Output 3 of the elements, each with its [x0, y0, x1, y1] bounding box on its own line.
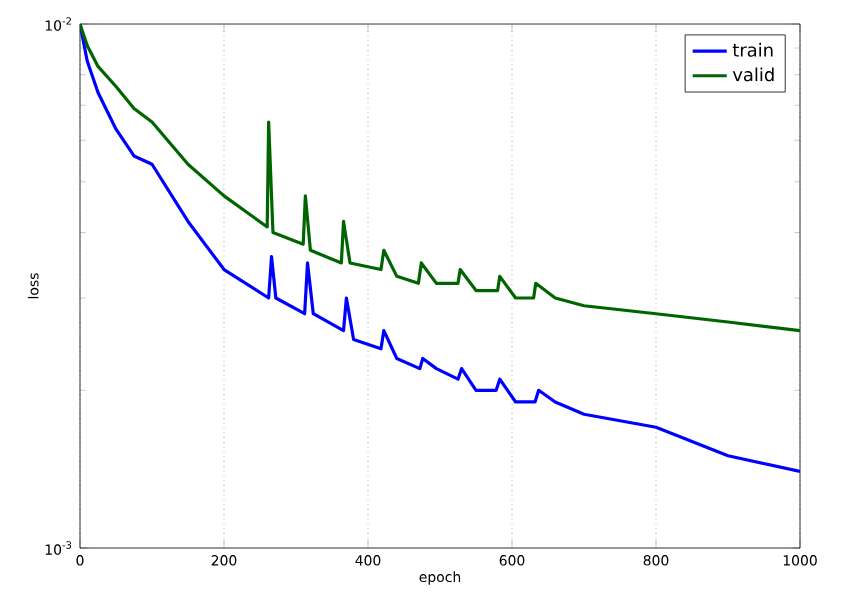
- legend-label: train: [732, 42, 773, 57]
- legend-label: valid: [732, 67, 774, 82]
- line-series: [80, 24, 801, 333]
